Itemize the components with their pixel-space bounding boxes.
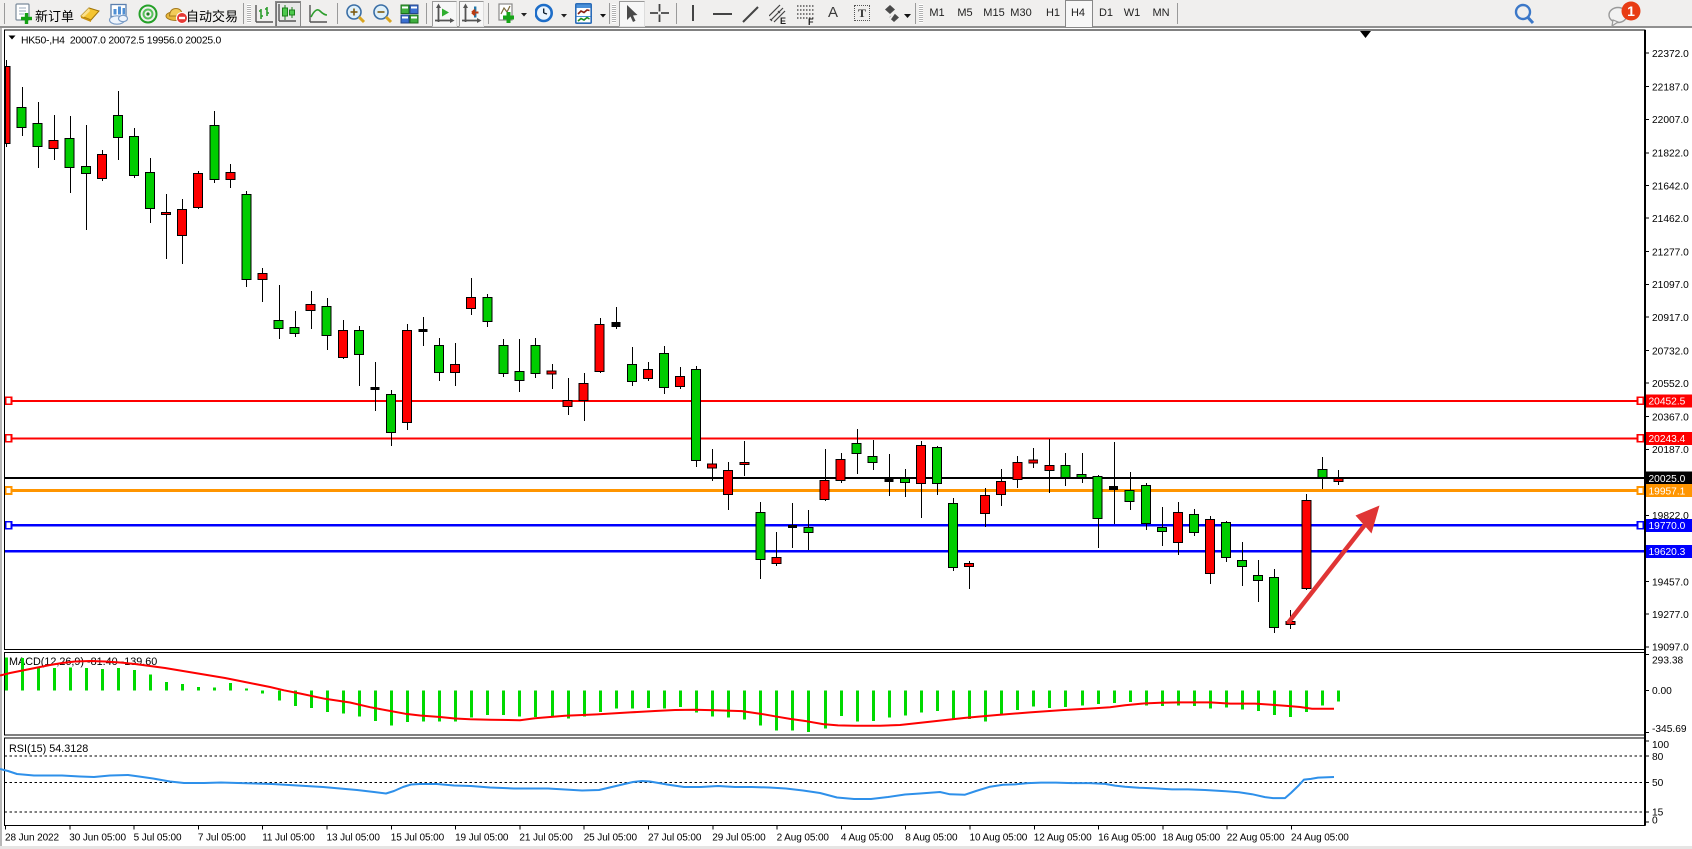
svg-text:15: 15 (1652, 807, 1664, 818)
svg-text:-345.69: -345.69 (1652, 724, 1687, 735)
svg-text:19 Jul 05:00: 19 Jul 05:00 (455, 833, 509, 844)
svg-text:20025.0: 20025.0 (1649, 474, 1686, 485)
svg-text:21822.0: 21822.0 (1652, 149, 1689, 160)
svg-text:27 Jul 05:00: 27 Jul 05:00 (648, 833, 702, 844)
svg-text:30 Jun 05:00: 30 Jun 05:00 (69, 833, 126, 844)
svg-text:16 Aug 05:00: 16 Aug 05:00 (1098, 833, 1156, 844)
svg-text:19620.3: 19620.3 (1649, 547, 1686, 558)
svg-text:20732.0: 20732.0 (1652, 346, 1689, 357)
svg-text:2 Aug 05:00: 2 Aug 05:00 (777, 833, 830, 844)
svg-text:21277.0: 21277.0 (1652, 248, 1689, 259)
svg-text:21097.0: 21097.0 (1652, 280, 1689, 291)
svg-text:20452.5: 20452.5 (1649, 397, 1686, 408)
svg-text:28 Jun 2022: 28 Jun 2022 (5, 833, 59, 844)
svg-text:19457.0: 19457.0 (1652, 577, 1689, 588)
svg-text:19097.0: 19097.0 (1652, 643, 1689, 654)
svg-text:7 Jul 05:00: 7 Jul 05:00 (198, 833, 246, 844)
svg-text:HK50-,H4 20007.0 20072.5 1995: HK50-,H4 20007.0 20072.5 19956.0 20025.0 (21, 35, 222, 46)
svg-text:20187.0: 20187.0 (1652, 445, 1689, 456)
svg-text:1: 1 (1627, 3, 1635, 19)
svg-text:0: 0 (1652, 815, 1658, 826)
svg-text:18 Aug 05:00: 18 Aug 05:00 (1162, 833, 1220, 844)
svg-text:12 Aug 05:00: 12 Aug 05:00 (1034, 833, 1092, 844)
svg-text:100: 100 (1652, 740, 1669, 751)
svg-text:22007.0: 22007.0 (1652, 115, 1689, 126)
svg-text:19957.1: 19957.1 (1649, 486, 1686, 497)
svg-text:0.00: 0.00 (1652, 686, 1672, 697)
svg-text:20367.0: 20367.0 (1652, 412, 1689, 423)
svg-text:80: 80 (1652, 752, 1664, 763)
svg-text:RSI(15) 54.3128: RSI(15) 54.3128 (9, 743, 88, 755)
svg-text:22372.0: 22372.0 (1652, 49, 1689, 60)
svg-text:22 Aug 05:00: 22 Aug 05:00 (1227, 833, 1285, 844)
svg-text:29 Jul 05:00: 29 Jul 05:00 (712, 833, 766, 844)
svg-text:8 Aug 05:00: 8 Aug 05:00 (905, 833, 958, 844)
svg-text:15 Jul 05:00: 15 Jul 05:00 (391, 833, 445, 844)
svg-text:293.38: 293.38 (1652, 655, 1683, 666)
svg-text:19277.0: 19277.0 (1652, 610, 1689, 621)
svg-text:19822.0: 19822.0 (1652, 511, 1689, 522)
svg-text:50: 50 (1652, 778, 1664, 789)
svg-text:10 Aug 05:00: 10 Aug 05:00 (970, 833, 1028, 844)
svg-text:21 Jul 05:00: 21 Jul 05:00 (519, 833, 573, 844)
svg-text:13 Jul 05:00: 13 Jul 05:00 (327, 833, 381, 844)
svg-text:20917.0: 20917.0 (1652, 313, 1689, 324)
svg-text:22187.0: 22187.0 (1652, 83, 1689, 94)
svg-text:20552.0: 20552.0 (1652, 379, 1689, 390)
svg-text:11 Jul 05:00: 11 Jul 05:00 (262, 833, 315, 844)
svg-text:20243.4: 20243.4 (1649, 434, 1686, 445)
svg-text:21642.0: 21642.0 (1652, 181, 1689, 192)
svg-text:19770.0: 19770.0 (1649, 521, 1686, 532)
svg-text:F: F (808, 17, 814, 26)
svg-text:24 Aug 05:00: 24 Aug 05:00 (1291, 833, 1349, 844)
svg-text:E: E (780, 16, 786, 26)
svg-text:21462.0: 21462.0 (1652, 214, 1689, 225)
svg-text:5 Jul 05:00: 5 Jul 05:00 (134, 833, 182, 844)
svg-text:25 Jul 05:00: 25 Jul 05:00 (584, 833, 638, 844)
svg-text:4 Aug 05:00: 4 Aug 05:00 (841, 833, 894, 844)
